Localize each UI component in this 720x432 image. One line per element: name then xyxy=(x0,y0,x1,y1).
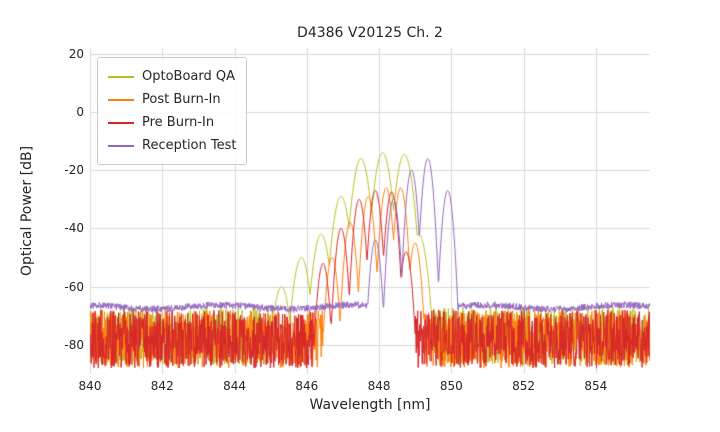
y-tick-label: 20 xyxy=(68,46,84,61)
y-tick-label: -60 xyxy=(64,279,84,294)
x-tick-label: 854 xyxy=(584,379,608,393)
x-tick-label: 848 xyxy=(367,379,391,393)
legend: OptoBoard QA Post Burn-In Pre Burn-In Recep… xyxy=(97,57,248,165)
legend-item-label: Reception Test xyxy=(142,138,237,153)
legend-item-label: Post Burn-In xyxy=(142,92,221,107)
y-tick-label: 0 xyxy=(76,105,84,120)
legend-item: OptoBoard QA xyxy=(108,65,236,88)
legend-item: Reception Test xyxy=(108,134,236,157)
legend-line-swatch xyxy=(108,121,134,124)
legend-item-label: OptoBoard QA xyxy=(142,69,235,84)
x-tick-label: 852 xyxy=(512,379,535,393)
legend-line-swatch xyxy=(108,98,134,101)
y-tick-label: -80 xyxy=(64,337,84,352)
x-tick-label: 842 xyxy=(150,379,174,393)
legend-item: Post Burn-In xyxy=(108,88,236,111)
y-tick-label: -20 xyxy=(64,163,84,178)
legend-line-swatch xyxy=(108,144,134,147)
x-tick-label: 846 xyxy=(295,379,319,393)
legend-item-label: Pre Burn-In xyxy=(142,115,215,130)
y-tick-label: -40 xyxy=(64,221,84,236)
x-tick-label: 844 xyxy=(223,379,246,393)
x-axis-label: Wavelength [nm] xyxy=(309,397,431,413)
legend-item: Pre Burn-In xyxy=(108,111,236,134)
x-tick-label: 850 xyxy=(439,379,463,393)
legend-line-swatch xyxy=(108,75,134,78)
chart-title: D4386 V20125 Ch. 2 xyxy=(297,25,443,41)
y-axis-label: Optical Power [dB] xyxy=(19,145,35,277)
x-tick-label: 840 xyxy=(78,379,102,393)
